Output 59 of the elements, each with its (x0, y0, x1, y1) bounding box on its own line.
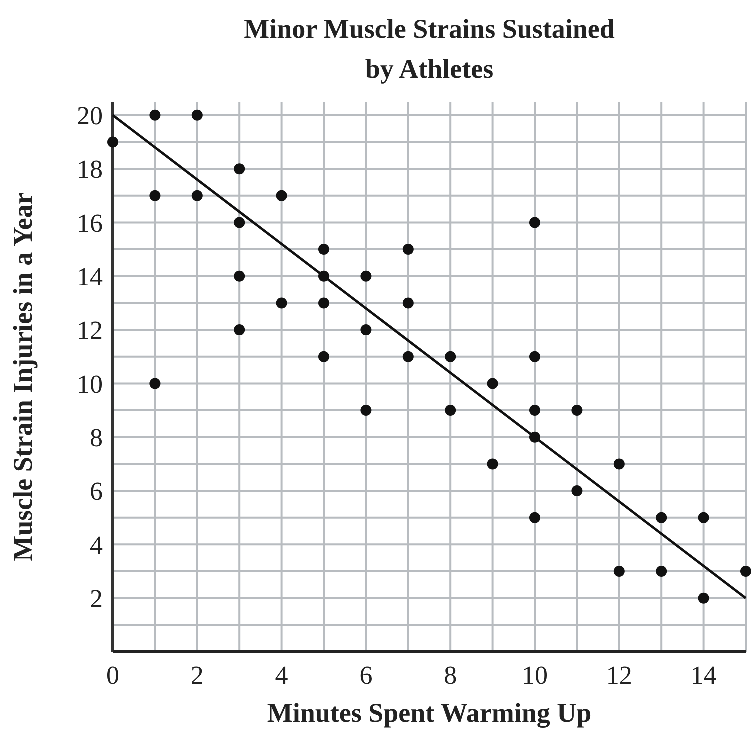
x-tick-label: 14 (690, 661, 717, 690)
point (572, 405, 583, 416)
point (108, 136, 118, 148)
point (487, 458, 498, 470)
point (530, 351, 540, 362)
point (318, 351, 330, 362)
point (360, 405, 372, 416)
y-tick-label: 6 (90, 477, 103, 506)
point (360, 324, 372, 336)
point (698, 592, 710, 604)
x-tick-label: 6 (360, 661, 373, 690)
y-tick-label: 10 (77, 370, 103, 399)
point (192, 190, 203, 202)
y-tick-label: 20 (77, 102, 103, 131)
point (402, 298, 414, 309)
point (318, 298, 330, 309)
y-tick-label: 4 (90, 530, 103, 560)
point (572, 486, 583, 497)
x-tick-label: 10 (522, 661, 548, 690)
y-tick-label: 18 (77, 155, 103, 184)
point (150, 378, 161, 390)
point (530, 405, 540, 416)
point (487, 378, 498, 390)
y-tick-label: 14 (77, 262, 103, 292)
point (698, 512, 710, 524)
y-axis-title: Muscle Strain Injuries in a Year (8, 192, 38, 562)
point (614, 566, 625, 578)
point (656, 512, 668, 524)
point (445, 351, 456, 362)
point (530, 512, 540, 524)
y-tick-label: 12 (77, 316, 103, 346)
x-tick-label: 2 (190, 661, 204, 690)
y-tick-label: 2 (90, 584, 103, 614)
point (192, 110, 203, 121)
point (402, 351, 414, 362)
chart-title: Minor Muscle Strains Sustained by Athletes (244, 14, 615, 84)
x-tick-label: 0 (106, 661, 120, 690)
point (402, 244, 414, 256)
point (740, 566, 752, 578)
point (276, 298, 288, 309)
x-tick-label: 4 (275, 661, 288, 690)
point (360, 270, 372, 282)
point (614, 458, 625, 470)
x-tick-label: 8 (444, 661, 458, 690)
point (234, 164, 246, 175)
point (318, 244, 330, 256)
point (276, 190, 288, 202)
y-tick-label: 16 (77, 208, 103, 238)
point (530, 217, 540, 228)
point (234, 270, 246, 282)
point (445, 405, 456, 416)
point (150, 110, 161, 121)
point (150, 190, 161, 202)
point (234, 217, 246, 228)
point (656, 566, 668, 578)
x-tick-label: 12 (606, 661, 632, 690)
point (234, 324, 246, 336)
y-tick-label: 8 (90, 423, 103, 452)
x-axis-title: Minutes Spent Warming Up (267, 698, 592, 728)
